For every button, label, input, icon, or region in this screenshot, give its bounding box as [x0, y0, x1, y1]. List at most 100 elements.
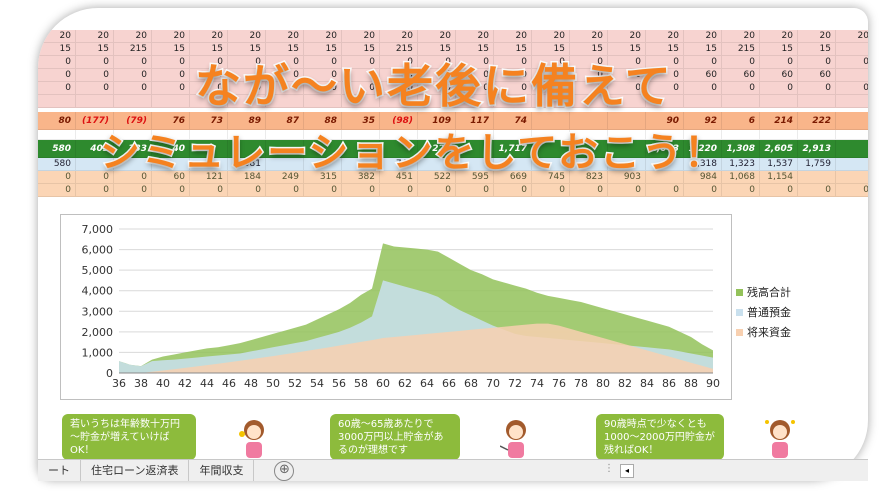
scroll-left-arrow[interactable]: ◂	[620, 464, 634, 478]
grid-cell[interactable]	[38, 130, 76, 140]
grid-cell[interactable]	[836, 43, 868, 56]
grid-cell[interactable]: 0	[494, 56, 532, 69]
grid-cell[interactable]: 0	[532, 184, 570, 197]
grid-cell[interactable]: 0	[684, 56, 722, 69]
grid-cell[interactable]: 0	[342, 82, 380, 95]
grid-cell[interactable]: 20	[190, 30, 228, 43]
grid-cell[interactable]: 1,068	[722, 171, 760, 184]
grid-cell[interactable]: 15	[228, 43, 266, 56]
grid-cell[interactable]: 0	[304, 82, 342, 95]
grid-cell[interactable]: 0	[760, 184, 798, 197]
grid-cell[interactable]	[380, 140, 418, 158]
grid-cell[interactable]: 15	[532, 43, 570, 56]
grid-cell[interactable]	[608, 95, 646, 108]
grid-cell[interactable]: 0	[152, 56, 190, 69]
grid-cell[interactable]: 0	[76, 184, 114, 197]
grid-cell[interactable]: 0	[456, 56, 494, 69]
grid-cell[interactable]: 0	[190, 56, 228, 69]
grid-cell[interactable]	[836, 140, 868, 158]
grid-cell[interactable]	[380, 130, 418, 140]
grid-cell[interactable]	[228, 130, 266, 140]
grid-cell[interactable]: 0	[38, 184, 76, 197]
grid-cell[interactable]: 109	[418, 112, 456, 130]
grid-cell[interactable]: 215	[114, 43, 152, 56]
grid-cell[interactable]: 333	[114, 140, 152, 158]
grid-cell[interactable]: 20	[608, 30, 646, 43]
grid-cell[interactable]	[342, 95, 380, 108]
grid-cell[interactable]	[304, 95, 342, 108]
grid-cell[interactable]: 0	[76, 69, 114, 82]
grid-cell[interactable]: 1,043	[646, 140, 684, 158]
grid-cell[interactable]: 60	[760, 69, 798, 82]
grid-cell[interactable]: 747	[380, 158, 418, 171]
add-sheet-button[interactable]: ⊕	[274, 460, 295, 481]
grid-cell[interactable]: 0	[570, 69, 608, 82]
grid-cell[interactable]	[114, 130, 152, 140]
grid-cell[interactable]: 88	[304, 112, 342, 130]
grid-cell[interactable]	[494, 95, 532, 108]
grid-cell[interactable]: 90	[646, 112, 684, 130]
grid-cell[interactable]: 20	[342, 30, 380, 43]
grid-cell[interactable]: 184	[228, 171, 266, 184]
grid-cell[interactable]: 15	[38, 43, 76, 56]
grid-cell[interactable]: 35	[342, 112, 380, 130]
grid-cell[interactable]: 0	[494, 184, 532, 197]
grid-cell[interactable]: (79)	[114, 112, 152, 130]
grid-cell[interactable]	[114, 95, 152, 108]
grid-cell[interactable]: 121	[190, 171, 228, 184]
grid-cell[interactable]: 0	[570, 184, 608, 197]
grid-cell[interactable]	[836, 171, 868, 184]
grid-cell[interactable]	[532, 112, 570, 130]
grid-cell[interactable]: 0	[266, 56, 304, 69]
grid-cell[interactable]	[760, 95, 798, 108]
grid-cell[interactable]: 15	[570, 43, 608, 56]
grid-cell[interactable]: 1,220	[684, 140, 722, 158]
grid-cell[interactable]: 92	[684, 112, 722, 130]
grid-cell[interactable]: 249	[266, 171, 304, 184]
grid-cell[interactable]: 20	[722, 30, 760, 43]
grid-cell[interactable]	[342, 140, 380, 158]
grid-cell[interactable]	[722, 95, 760, 108]
grid-cell[interactable]: 0	[228, 82, 266, 95]
grid-cell[interactable]: 1,318	[684, 158, 722, 171]
grid-cell[interactable]: 0	[342, 184, 380, 197]
grid-cell[interactable]: 214	[760, 112, 798, 130]
grid-cell[interactable]	[228, 95, 266, 108]
grid-cell[interactable]	[836, 130, 868, 140]
grid-cell[interactable]: 0	[114, 171, 152, 184]
grid-cell[interactable]: 6	[722, 112, 760, 130]
grid-cell[interactable]: 20	[798, 30, 836, 43]
grid-cell[interactable]: 580	[38, 140, 76, 158]
grid-cell[interactable]	[228, 140, 266, 158]
grid-cell[interactable]	[608, 158, 646, 171]
grid-cell[interactable]	[646, 130, 684, 140]
grid-cell[interactable]: 0	[570, 82, 608, 95]
grid-cell[interactable]: 20	[532, 30, 570, 43]
grid-cell[interactable]	[532, 158, 570, 171]
grid-cell[interactable]: 15	[418, 43, 456, 56]
grid-cell[interactable]	[342, 158, 380, 171]
grid-cell[interactable]: 0	[418, 82, 456, 95]
grid-cell[interactable]	[304, 140, 342, 158]
grid-cell[interactable]	[418, 95, 456, 108]
grid-cell[interactable]: 20	[76, 30, 114, 43]
grid-cell[interactable]: 0	[722, 56, 760, 69]
grid-cell[interactable]: 0	[76, 82, 114, 95]
grid-cell[interactable]: 60	[722, 69, 760, 82]
grid-cell[interactable]: 0	[646, 184, 684, 197]
grid-cell[interactable]: 20	[114, 30, 152, 43]
grid-cell[interactable]: 1,759	[798, 158, 836, 171]
grid-cell[interactable]: 2,605	[760, 140, 798, 158]
grid-cell[interactable]: 20	[570, 30, 608, 43]
grid-cell[interactable]	[836, 158, 868, 171]
grid-cell[interactable]: 0	[380, 184, 418, 197]
grid-cell[interactable]: 15	[798, 43, 836, 56]
grid-cell[interactable]: 1,323	[722, 158, 760, 171]
sheet-tab-partial[interactable]: ート	[38, 460, 81, 481]
grid-cell[interactable]	[494, 130, 532, 140]
grid-cell[interactable]	[760, 130, 798, 140]
grid-cell[interactable]: 60	[798, 69, 836, 82]
grid-cell[interactable]: 20	[418, 30, 456, 43]
grid-cell[interactable]: 60	[152, 171, 190, 184]
grid-cell[interactable]	[684, 95, 722, 108]
